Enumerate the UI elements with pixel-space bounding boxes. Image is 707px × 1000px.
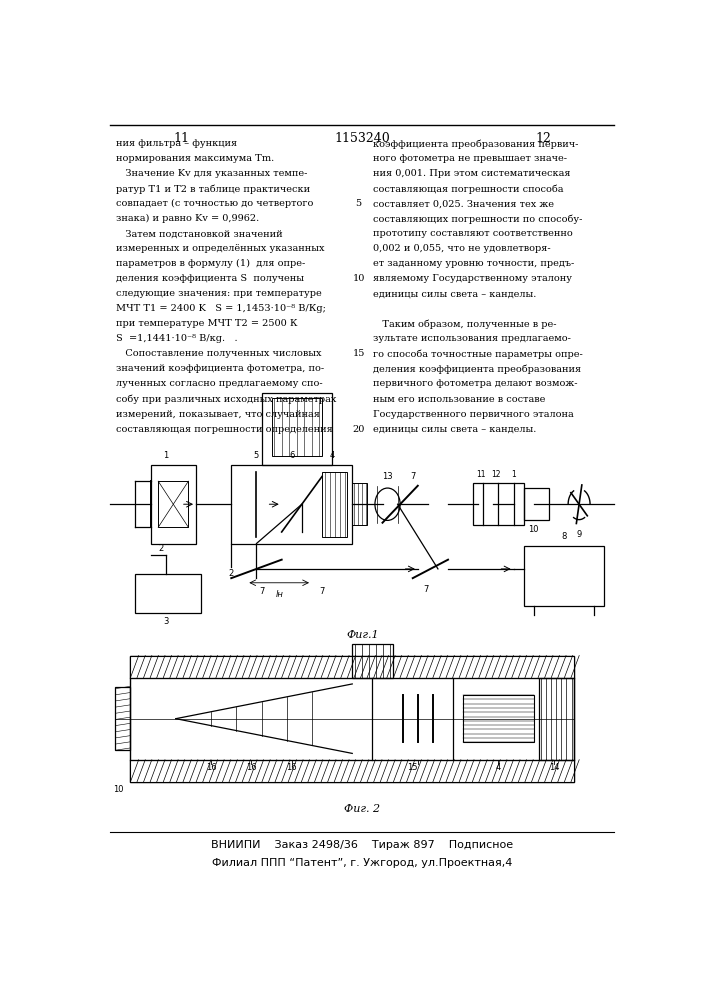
Text: 0,002 и 0,055, что не удовлетворя-: 0,002 и 0,055, что не удовлетворя- bbox=[373, 244, 551, 253]
Bar bbox=[131, 760, 574, 782]
Text: ным его использование в составе: ным его использование в составе bbox=[373, 395, 546, 404]
Bar bbox=[136, 574, 201, 613]
Text: 5: 5 bbox=[356, 199, 361, 208]
Text: Сопоставление полученных числовых: Сопоставление полученных числовых bbox=[116, 349, 321, 358]
Text: 10: 10 bbox=[112, 785, 123, 794]
Text: 11: 11 bbox=[173, 132, 189, 145]
Text: ет заданному уровню точности, предъ-: ет заданному уровню точности, предъ- bbox=[373, 259, 575, 268]
Bar bbox=[262, 393, 332, 465]
Text: 10: 10 bbox=[528, 525, 539, 534]
Bar bbox=[524, 546, 604, 606]
Text: 7: 7 bbox=[320, 587, 325, 596]
Text: 9: 9 bbox=[576, 530, 582, 539]
Text: Фиг.1: Фиг.1 bbox=[346, 630, 379, 640]
Bar bbox=[524, 488, 549, 520]
Text: 1153240: 1153240 bbox=[334, 132, 390, 145]
Text: измерений, показывает, что случайная: измерений, показывает, что случайная bbox=[116, 410, 320, 419]
Text: зультате использования предлагаемо-: зультате использования предлагаемо- bbox=[373, 334, 571, 343]
Text: 16: 16 bbox=[286, 763, 297, 772]
Text: 4: 4 bbox=[496, 763, 501, 772]
Text: измеренных и определённых указанных: измеренных и определённых указанных bbox=[116, 244, 325, 253]
Text: lн: lн bbox=[275, 590, 283, 599]
Bar bbox=[151, 465, 196, 544]
Text: Фиг. 2: Фиг. 2 bbox=[344, 804, 380, 814]
Text: знака) и равно Kv = 0,9962.: знака) и равно Kv = 0,9962. bbox=[116, 214, 259, 223]
Text: 1: 1 bbox=[511, 470, 516, 479]
Bar bbox=[131, 656, 574, 782]
Bar bbox=[352, 644, 392, 678]
Bar bbox=[231, 465, 352, 544]
Text: 1: 1 bbox=[163, 451, 168, 460]
Text: Таким образом, полученные в ре-: Таким образом, полученные в ре- bbox=[373, 319, 557, 329]
Text: деления коэффициента преобразования: деления коэффициента преобразования bbox=[373, 364, 581, 374]
Bar bbox=[473, 483, 524, 525]
Bar bbox=[115, 687, 131, 750]
Text: 10: 10 bbox=[352, 274, 365, 283]
Text: являемому Государственному эталону: являемому Государственному эталону bbox=[373, 274, 572, 283]
Text: 2: 2 bbox=[228, 569, 234, 578]
Text: 12: 12 bbox=[535, 132, 551, 145]
Text: ния 0,001. При этом систематическая: ния 0,001. При этом систематическая bbox=[373, 169, 571, 178]
Text: первичного фотометра делают возмож-: первичного фотометра делают возмож- bbox=[373, 379, 578, 388]
Bar bbox=[539, 678, 574, 760]
Text: следующие значения: при температуре: следующие значения: при температуре bbox=[116, 289, 322, 298]
Text: собу при различных исходных параметрах: собу при различных исходных параметрах bbox=[116, 395, 336, 404]
Text: Филиал ППП “Патент”, г. Ужгород, ул.Проектная,4: Филиал ППП “Патент”, г. Ужгород, ул.Прое… bbox=[212, 858, 513, 868]
Text: Государственного первичного эталона: Государственного первичного эталона bbox=[373, 410, 574, 419]
Text: 15: 15 bbox=[352, 349, 365, 358]
Text: Затем подстановкой значений: Затем подстановкой значений bbox=[116, 229, 282, 238]
Text: единицы силы света – канделы.: единицы силы света – канделы. bbox=[373, 425, 537, 434]
Text: 11: 11 bbox=[476, 470, 486, 479]
Text: ВНИИПИ    Заказ 2498/36    Тираж 897    Подписное: ВНИИПИ Заказ 2498/36 Тираж 897 Подписное bbox=[211, 840, 513, 850]
Text: прототипу составляют соответственно: прототипу составляют соответственно bbox=[373, 229, 573, 238]
Bar bbox=[463, 695, 534, 742]
Text: деления коэффициента S  получены: деления коэффициента S получены bbox=[116, 274, 304, 283]
Bar bbox=[158, 481, 189, 527]
Text: 3: 3 bbox=[163, 617, 168, 626]
Text: 7: 7 bbox=[423, 585, 428, 594]
Text: ния фильтра – функция: ния фильтра – функция bbox=[116, 139, 237, 148]
Text: 16: 16 bbox=[246, 763, 257, 772]
Text: 12: 12 bbox=[491, 470, 501, 479]
Text: совпадает (с точностью до четвертого: совпадает (с точностью до четвертого bbox=[116, 199, 313, 208]
Text: 7: 7 bbox=[259, 587, 264, 596]
Text: 4: 4 bbox=[329, 451, 334, 460]
Text: значений коэффициента фотометра, по-: значений коэффициента фотометра, по- bbox=[116, 364, 324, 373]
Text: при температуре МЧТ T2 = 2500 К: при температуре МЧТ T2 = 2500 К bbox=[116, 319, 297, 328]
Text: 15: 15 bbox=[407, 763, 418, 772]
Text: го способа точностные параметры опре-: го способа точностные параметры опре- bbox=[373, 349, 583, 359]
Text: 20: 20 bbox=[352, 425, 365, 434]
Text: 8: 8 bbox=[561, 532, 567, 541]
Text: ного фотометра не превышает значе-: ного фотометра не превышает значе- bbox=[373, 154, 567, 163]
Text: 5: 5 bbox=[254, 451, 259, 460]
Text: 13: 13 bbox=[382, 472, 393, 481]
Bar bbox=[322, 472, 347, 537]
Text: 16: 16 bbox=[206, 763, 216, 772]
Bar bbox=[352, 483, 368, 525]
Text: составляет 0,025. Значения тех же: составляет 0,025. Значения тех же bbox=[373, 199, 554, 208]
Text: составляющая погрешности способа: составляющая погрешности способа bbox=[373, 184, 563, 194]
Text: Значение Kv для указанных темпе-: Значение Kv для указанных темпе- bbox=[116, 169, 307, 178]
Text: 7: 7 bbox=[410, 472, 416, 481]
Text: составляющая погрешности определения: составляющая погрешности определения bbox=[116, 425, 332, 434]
Text: 14: 14 bbox=[549, 763, 559, 772]
Text: лученных согласно предлагаемому спо-: лученных согласно предлагаемому спо- bbox=[116, 379, 322, 388]
Text: единицы силы света – канделы.: единицы силы света – канделы. bbox=[373, 289, 537, 298]
Text: ратур T1 и T2 в таблице практически: ратур T1 и T2 в таблице практически bbox=[116, 184, 310, 194]
Text: нормирования максимума Tm.: нормирования максимума Tm. bbox=[116, 154, 274, 163]
Bar bbox=[271, 398, 322, 456]
Text: МЧТ T1 = 2400 K   S = 1,1453·10⁻⁸ В/Кg;: МЧТ T1 = 2400 K S = 1,1453·10⁻⁸ В/Кg; bbox=[116, 304, 326, 313]
Bar bbox=[131, 656, 574, 678]
Text: 6: 6 bbox=[289, 451, 294, 460]
Text: S  =1,1441·10⁻⁸ В/кg.   .: S =1,1441·10⁻⁸ В/кg. . bbox=[116, 334, 238, 343]
Text: 2: 2 bbox=[158, 544, 163, 553]
Text: параметров в формулу (1)  для опре-: параметров в формулу (1) для опре- bbox=[116, 259, 305, 268]
Text: составляющих погрешности по способу-: составляющих погрешности по способу- bbox=[373, 214, 583, 224]
Text: коэффициента преобразования первич-: коэффициента преобразования первич- bbox=[373, 139, 578, 149]
